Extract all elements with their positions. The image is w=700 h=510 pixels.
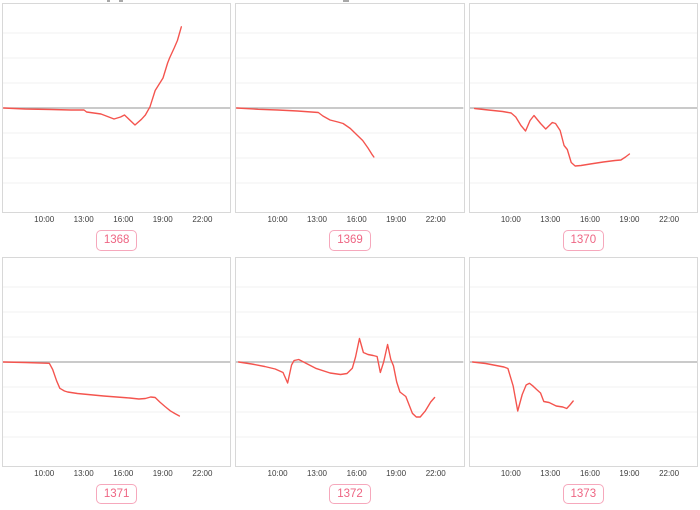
clipped-title-fragment bbox=[107, 0, 110, 2]
chart-cell: 10:00 13:00 16:00 19:00 22:00 1371 bbox=[2, 256, 232, 510]
x-tick-label: 10:00 bbox=[267, 215, 288, 224]
badge-row: 1371 bbox=[2, 483, 231, 505]
x-tick-label: 19:00 bbox=[619, 215, 640, 224]
x-tick-label: 22:00 bbox=[659, 215, 680, 224]
chart-id-badge[interactable]: 1368 bbox=[95, 230, 138, 251]
badge-row: 1369 bbox=[235, 230, 464, 251]
line-chart bbox=[469, 32, 697, 184]
chart-id-badge[interactable]: 1369 bbox=[329, 230, 371, 251]
x-tick-label: 19:00 bbox=[386, 215, 407, 224]
badge-row: 1368 bbox=[2, 230, 231, 251]
chart-cell: 10:00 13:00 16:00 19:00 22:00 1370 bbox=[468, 3, 698, 257]
x-tick-label: 22:00 bbox=[425, 215, 446, 224]
x-tick-label: 22:00 bbox=[192, 215, 213, 224]
chart-grid-row-1: 10:00 13:00 16:00 19:00 22:00 1368 10:00 13:0… bbox=[0, 3, 700, 257]
x-tick-label: 10:00 bbox=[267, 468, 288, 478]
x-tick-label: 22:00 bbox=[192, 468, 213, 478]
line-chart bbox=[236, 32, 464, 184]
chart-grid-row-2: 10:00 13:00 16:00 19:00 22:00 1371 10:00 13:0… bbox=[0, 256, 700, 510]
x-tick-label: 13:00 bbox=[73, 215, 94, 224]
clipped-title-fragment bbox=[343, 0, 349, 2]
x-tick-label: 16:00 bbox=[579, 468, 600, 478]
x-tick-label: 16:00 bbox=[113, 468, 134, 478]
x-tick-label: 10:00 bbox=[34, 468, 55, 478]
line-chart bbox=[3, 26, 231, 184]
x-tick-label: 19:00 bbox=[386, 468, 407, 478]
line-chart bbox=[3, 286, 231, 438]
chart-plot bbox=[2, 3, 232, 213]
chart-plot bbox=[235, 256, 465, 467]
badge-row: 1373 bbox=[469, 483, 698, 505]
x-tick-label: 13:00 bbox=[540, 215, 561, 224]
x-tick-label: 10:00 bbox=[34, 215, 55, 224]
chart-plot bbox=[2, 256, 232, 467]
badge-row: 1370 bbox=[469, 230, 698, 251]
line-chart bbox=[236, 286, 464, 438]
x-tick-label: 16:00 bbox=[579, 215, 600, 224]
line-chart bbox=[469, 286, 697, 438]
x-tick-label: 19:00 bbox=[152, 215, 173, 224]
x-tick-label: 13:00 bbox=[540, 468, 561, 478]
x-tick-label: 16:00 bbox=[346, 215, 367, 224]
x-axis: 10:00 13:00 16:00 19:00 22:00 bbox=[235, 214, 464, 227]
x-tick-label: 10:00 bbox=[500, 215, 521, 224]
x-axis: 10:00 13:00 16:00 19:00 22:00 bbox=[2, 468, 231, 481]
x-tick-label: 19:00 bbox=[152, 468, 173, 478]
x-tick-label: 13:00 bbox=[306, 468, 327, 478]
x-axis: 10:00 13:00 16:00 19:00 22:00 bbox=[469, 468, 698, 481]
chart-id-badge[interactable]: 1372 bbox=[329, 483, 371, 505]
x-tick-label: 10:00 bbox=[500, 468, 521, 478]
x-tick-label: 16:00 bbox=[113, 215, 134, 224]
x-axis: 10:00 13:00 16:00 19:00 22:00 bbox=[469, 214, 698, 227]
x-tick-label: 13:00 bbox=[306, 215, 327, 224]
chart-id-badge[interactable]: 1373 bbox=[562, 483, 605, 505]
x-tick-label: 22:00 bbox=[659, 468, 680, 478]
chart-plot bbox=[468, 256, 698, 467]
x-axis: 10:00 13:00 16:00 19:00 22:00 bbox=[235, 468, 464, 481]
badge-row: 1372 bbox=[235, 483, 464, 505]
x-axis: 10:00 13:00 16:00 19:00 22:00 bbox=[2, 214, 231, 227]
clipped-title-fragment bbox=[119, 0, 123, 2]
x-tick-label: 13:00 bbox=[73, 468, 94, 478]
chart-plot bbox=[468, 3, 698, 213]
chart-id-badge[interactable]: 1371 bbox=[95, 483, 138, 505]
x-tick-label: 19:00 bbox=[619, 468, 640, 478]
chart-cell: 10:00 13:00 16:00 19:00 22:00 1369 bbox=[235, 3, 465, 257]
chart-plot bbox=[235, 3, 465, 213]
chart-cell: 10:00 13:00 16:00 19:00 22:00 1372 bbox=[235, 256, 465, 510]
chart-id-badge[interactable]: 1370 bbox=[562, 230, 605, 251]
x-tick-label: 22:00 bbox=[425, 468, 446, 478]
chart-cell: 10:00 13:00 16:00 19:00 22:00 1373 bbox=[468, 256, 698, 510]
x-tick-label: 16:00 bbox=[346, 468, 367, 478]
chart-cell: 10:00 13:00 16:00 19:00 22:00 1368 bbox=[2, 3, 232, 257]
